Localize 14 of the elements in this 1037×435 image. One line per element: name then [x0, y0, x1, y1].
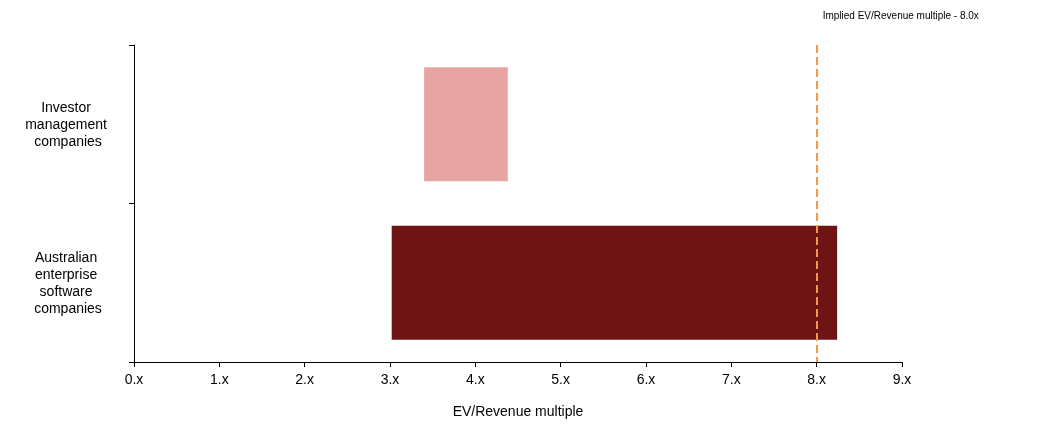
- y-tick-label: Australian enterprise software companies: [34, 249, 102, 317]
- y-tick-label: Investor management companies: [25, 99, 111, 150]
- x-tick-label: 2.x: [295, 371, 315, 387]
- ref-line-label: Implied EV/Revenue multiple - 8.0x: [822, 9, 979, 21]
- x-tick-label: 6.x: [636, 371, 656, 387]
- x-tick-label: 0.x: [124, 371, 144, 387]
- x-tick-label: 4.x: [465, 371, 485, 387]
- x-tick-label: 8.x: [807, 371, 827, 387]
- x-tick-label: 7.x: [721, 371, 741, 387]
- x-tick-label: 3.x: [380, 371, 400, 387]
- x-tick-label: 5.x: [551, 371, 571, 387]
- x-axis-title: EV/Revenue multiple: [452, 403, 584, 419]
- x-tick-label: 9.x: [892, 371, 912, 387]
- x-tick-label: 1.x: [209, 371, 229, 387]
